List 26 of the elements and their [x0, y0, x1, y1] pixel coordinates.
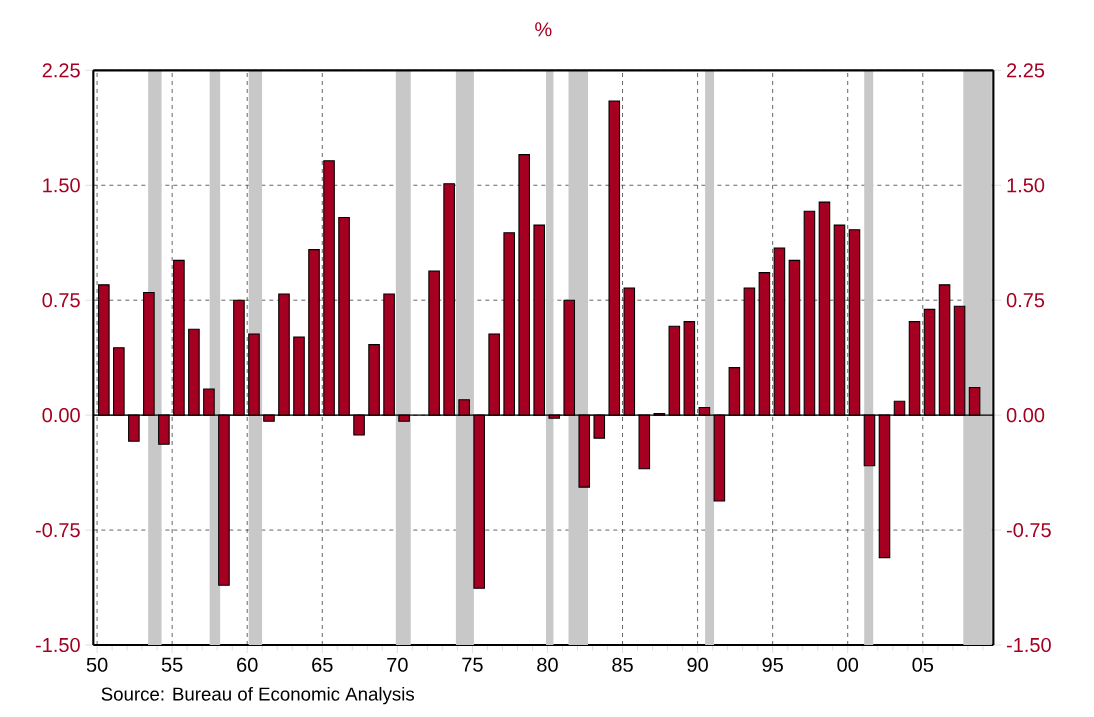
y2-tick-label: 1.50 [1007, 178, 1045, 193]
x-tick-label: 65 [312, 657, 333, 672]
y-tick-label: -1.50 [35, 637, 80, 653]
y2-tick-label: -1.50 [1006, 637, 1051, 653]
x-tick-label: 70 [387, 657, 408, 672]
chart-title: % [535, 22, 552, 37]
x-tick-label: 80 [537, 657, 558, 672]
y2-tick-label: 0.75 [1006, 293, 1045, 308]
y-tick-label: 0.00 [42, 408, 80, 423]
x-tick-label: 50 [86, 657, 108, 672]
y-tick-label: -0.75 [35, 522, 80, 538]
x-tick-label: 90 [687, 657, 708, 672]
y-tick-label: 2.25 [42, 63, 80, 78]
y2-tick-label: 0.00 [1006, 408, 1045, 423]
y2-tick-label: -0.75 [1006, 522, 1051, 538]
x-tick-label: 60 [237, 657, 258, 672]
x-tick-label: 05 [912, 657, 934, 672]
x-tick-label: 85 [612, 657, 633, 672]
y-tick-label: 1.50 [43, 178, 80, 193]
source-note: Source: Bureau of Economic Analysis [101, 686, 415, 705]
y2-tick-label: 2.25 [1007, 63, 1045, 78]
y-tick-label: 0.75 [42, 293, 80, 308]
x-tick-label: 95 [762, 657, 783, 672]
x-tick-label: 00 [837, 657, 859, 672]
x-tick-label: 75 [462, 657, 483, 672]
x-tick-label: 55 [161, 657, 183, 672]
